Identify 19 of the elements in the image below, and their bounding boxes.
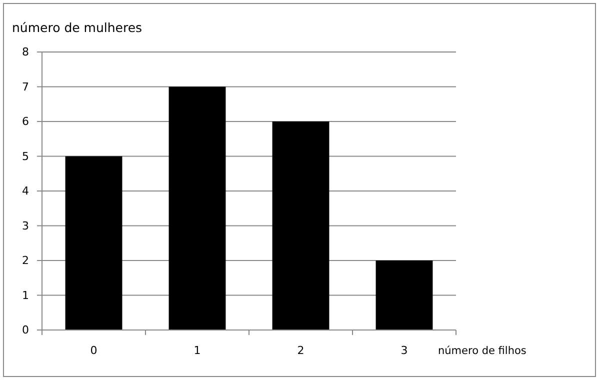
y-axis-title: número de mulheres [12, 20, 142, 35]
y-tick-label: 6 [22, 115, 29, 128]
y-tick-label: 3 [22, 219, 29, 232]
x-tick-label: 2 [297, 344, 304, 357]
x-tick-label: 1 [194, 344, 201, 357]
y-tick-label: 4 [22, 184, 29, 198]
y-tick-label: 7 [22, 80, 29, 94]
bar [65, 156, 122, 330]
y-tick-label: 8 [22, 46, 29, 59]
y-tick-label: 5 [22, 150, 29, 163]
bar [376, 260, 433, 330]
y-tick-label: 2 [22, 254, 29, 268]
x-axis-title: número de filhos [438, 345, 526, 357]
x-tick-label: 3 [400, 344, 408, 357]
y-tick-label: 0 [22, 324, 29, 337]
bar [272, 122, 330, 330]
x-tick-label: 0 [90, 344, 98, 357]
bar [168, 86, 226, 330]
y-tick-label: 1 [22, 288, 29, 302]
